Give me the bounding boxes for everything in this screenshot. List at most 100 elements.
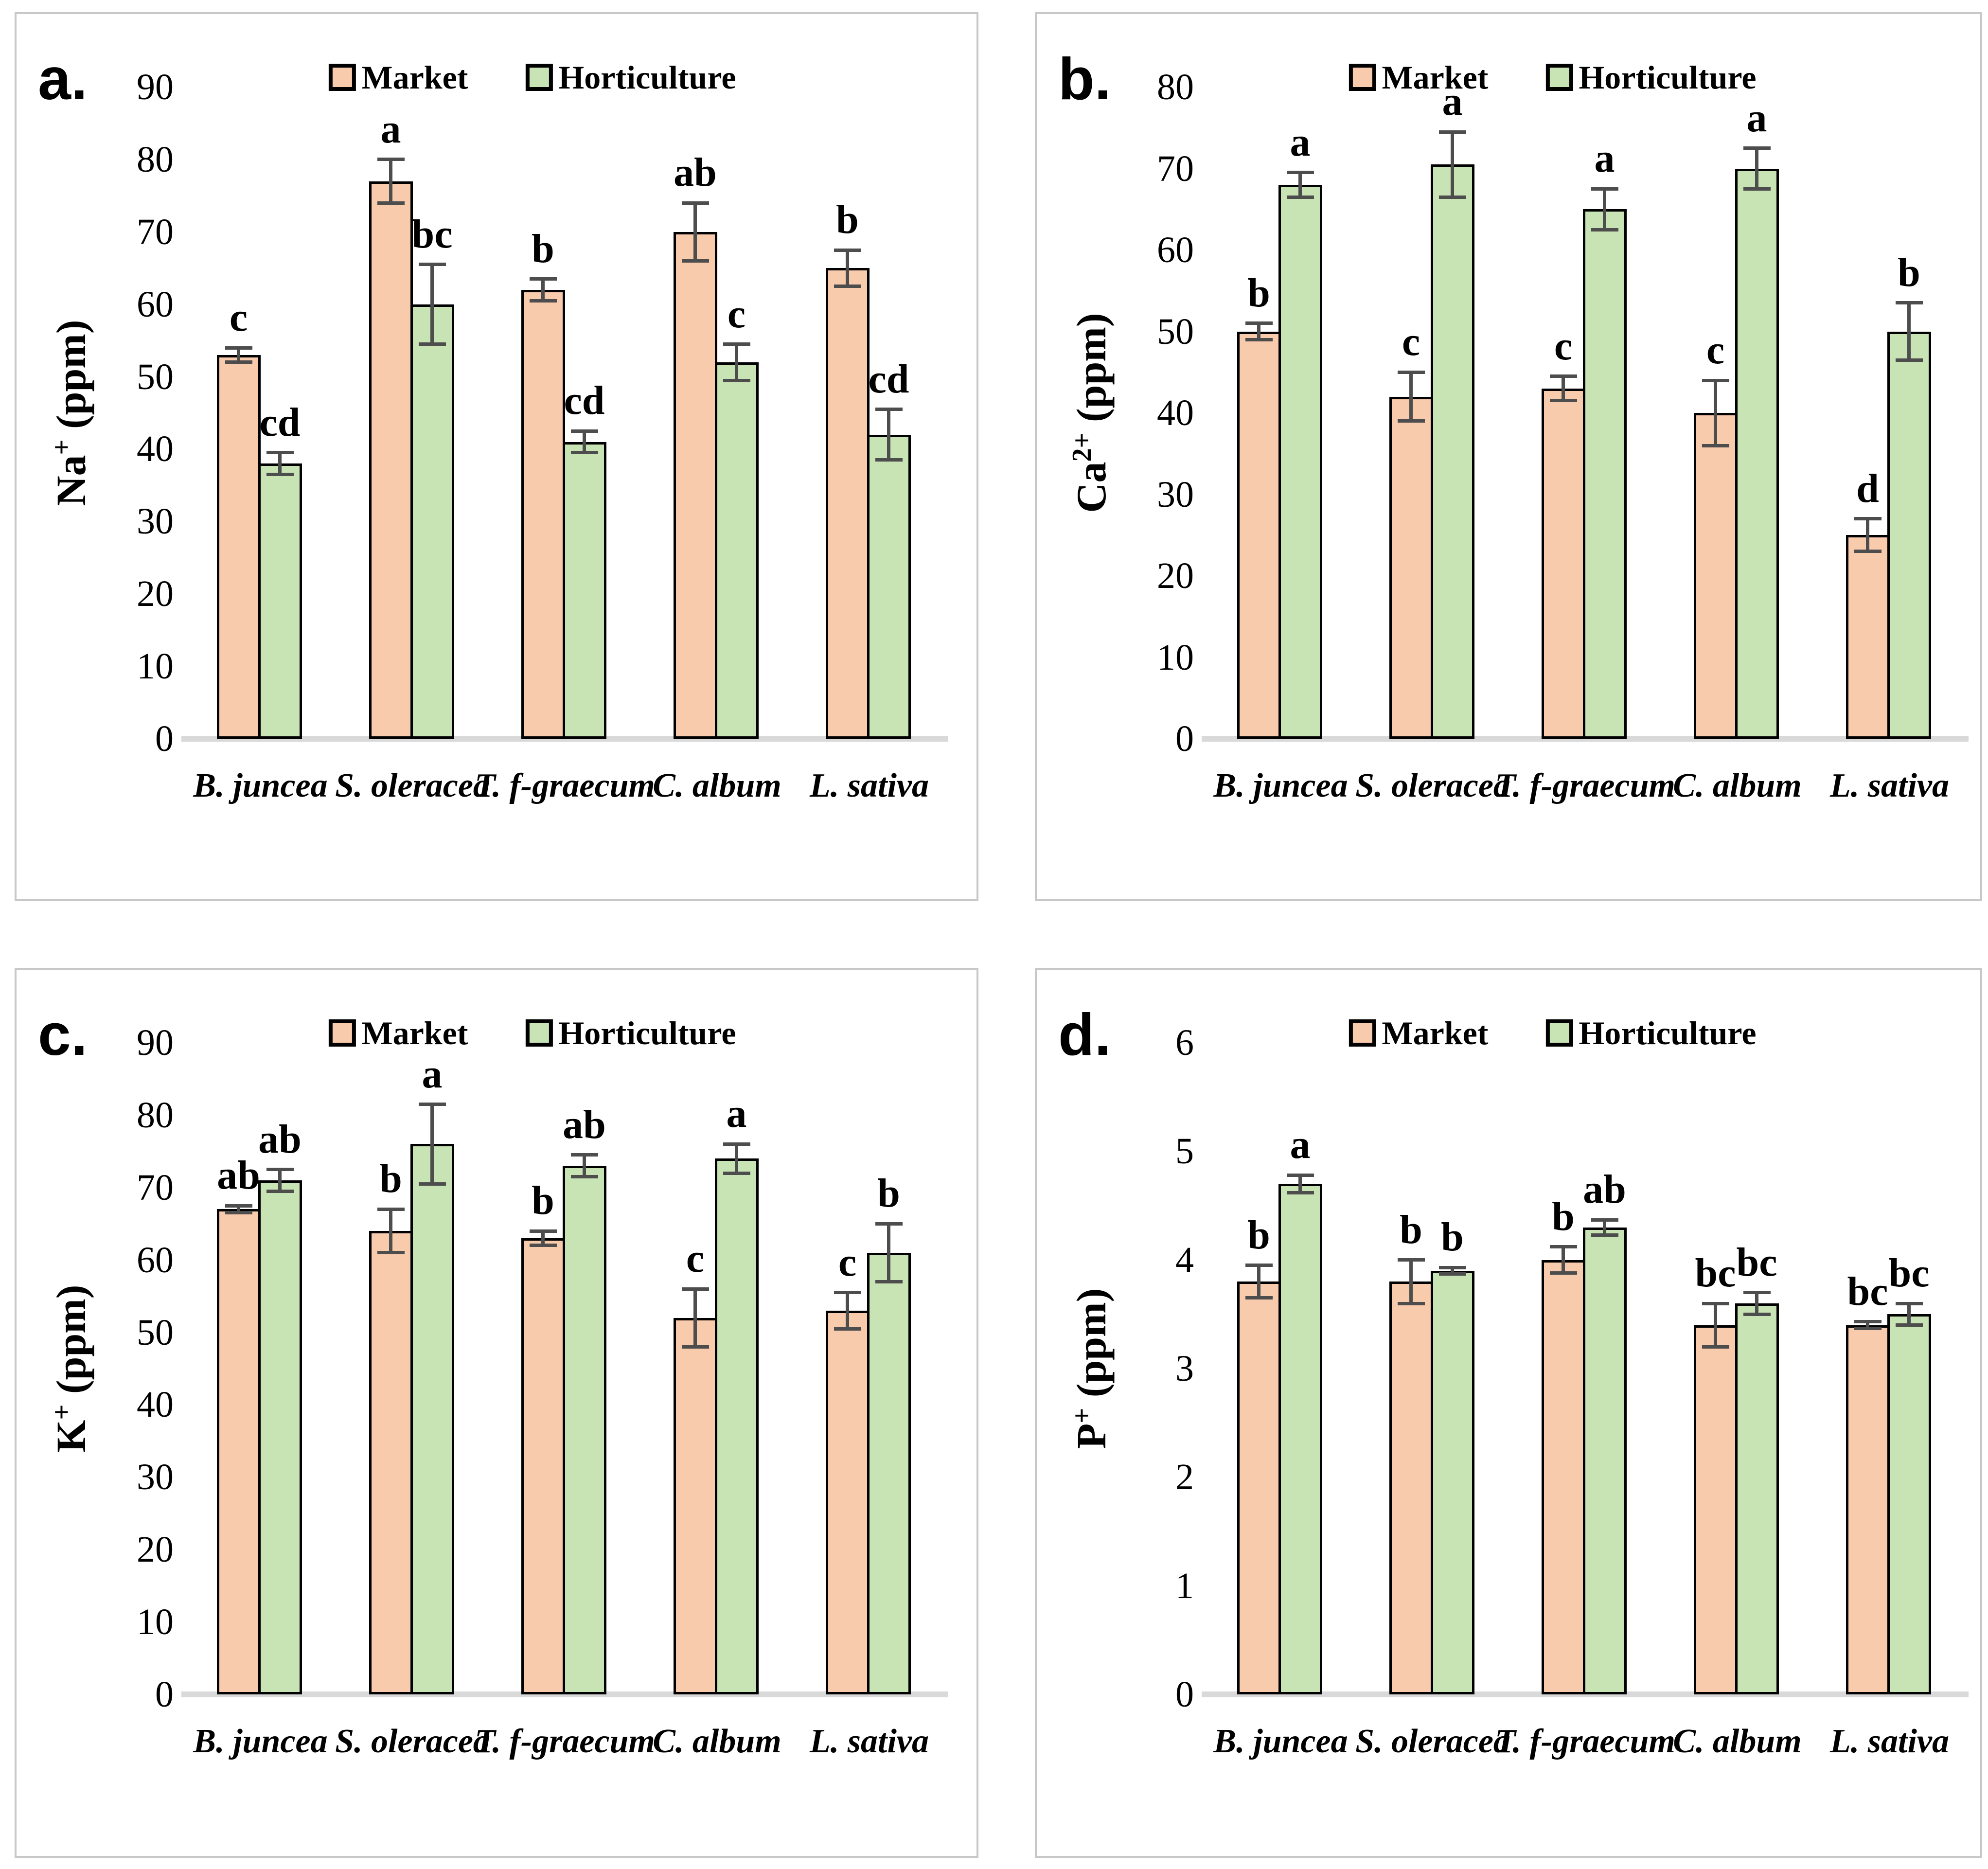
error-bar-cap-top [1895, 1301, 1923, 1305]
category-label: S. oleracea [335, 1723, 490, 1760]
legend-swatch-market [1349, 1019, 1376, 1047]
significance-letter: b [1441, 1214, 1464, 1260]
legend-swatch-market [1349, 64, 1376, 91]
significance-letter: b [1247, 1212, 1270, 1258]
error-bar-cap-top [1549, 374, 1577, 378]
bar-market-c-album [673, 1317, 717, 1694]
significance-letter: b [1247, 270, 1270, 316]
error-bar-cap-bottom [1743, 187, 1771, 191]
legend: Market Horticulture [328, 61, 736, 94]
significance-letter: cd [259, 399, 301, 445]
legend-label: Horticulture [1579, 1015, 1757, 1051]
error-bar [1257, 1265, 1260, 1298]
error-bar-cap-bottom [1397, 419, 1425, 423]
bar-market-b-juncea [216, 355, 261, 739]
error-bar-cap-bottom [1438, 195, 1466, 199]
error-bar [389, 159, 392, 203]
category-label: S. oleracea [335, 767, 490, 804]
legend-swatch-horticulture [1545, 64, 1573, 91]
error-bar-cap-top [418, 263, 446, 267]
error-bar-cap-bottom [1702, 444, 1729, 447]
error-bar [1603, 189, 1606, 230]
error-bar-cap-top [681, 1287, 709, 1291]
significance-letter: b [877, 1171, 900, 1216]
error-bar-cap-top [1591, 187, 1618, 191]
error-bar [1714, 380, 1717, 445]
y-tick-label: 20 [1157, 555, 1194, 596]
error-bar-cap-bottom [570, 451, 598, 455]
error-bar [1257, 323, 1260, 340]
error-bar [1298, 172, 1302, 197]
error-bar-cap-top [225, 1204, 252, 1208]
significance-letter: bc [1888, 1250, 1930, 1296]
bar-market-b-juncea [1237, 331, 1281, 739]
error-bar-cap-top [1854, 517, 1882, 521]
significance-letter: a [1290, 119, 1311, 165]
y-tick-label: 60 [137, 284, 174, 325]
error-bar [735, 1144, 738, 1173]
bar-market-t-f-graecum [521, 289, 565, 739]
error-bar-cap-top [1549, 1245, 1577, 1249]
significance-letter: ab [674, 150, 717, 196]
error-bar-cap-bottom [529, 299, 557, 303]
plot-area: 0 1 2 3 4 5 6 B. juncea b a S. oleracea b b T. f-grae… [1175, 1022, 1969, 1759]
error-bar-cap-bottom [377, 201, 405, 205]
y-tick-label: 40 [137, 428, 174, 470]
category-label: C. album [1673, 767, 1802, 804]
error-bar-cap-bottom [875, 458, 903, 462]
error-bar-cap-top [1591, 1218, 1618, 1222]
bar-market-l-sativa [1846, 535, 1890, 739]
error-bar-cap-bottom [834, 1327, 861, 1331]
panel-c: c. Market Horticulture K+ (ppm) 0 10 20 30 40 50 6… [15, 968, 978, 1858]
significance-letter: bc [1736, 1239, 1777, 1285]
legend: Market Horticulture [1349, 59, 1757, 96]
y-tick-label: 60 [137, 1239, 174, 1281]
y-tick-label: 30 [1157, 474, 1194, 515]
significance-letter: b [379, 1156, 402, 1202]
bar-market-t-f-graecum [1541, 1260, 1585, 1694]
y-tick-label: 90 [137, 1022, 174, 1063]
legend-label: Market [361, 59, 468, 96]
bar-horticulture-l-sativa [1887, 331, 1931, 739]
legend-swatch-horticulture [525, 64, 553, 91]
error-bar [1603, 1220, 1606, 1235]
error-bar [693, 203, 697, 261]
legend-label: Horticulture [558, 1015, 736, 1051]
error-bar-cap-bottom [377, 1251, 405, 1255]
category-label: T. f-graecum [1495, 1723, 1675, 1760]
bar-horticulture-s-oleracea [1430, 164, 1474, 739]
legend-item-horticulture: Horticulture [1545, 59, 1757, 96]
error-bar [1755, 148, 1758, 189]
significance-letter: b [532, 226, 554, 271]
error-bar-cap-bottom [834, 284, 861, 288]
significance-letter: d [1856, 465, 1879, 511]
error-bar-cap-top [529, 277, 557, 281]
error-bar-cap-top [570, 429, 598, 433]
error-bar [735, 344, 738, 380]
significance-letter: a [380, 106, 401, 152]
error-bar-cap-top [266, 451, 294, 455]
panel-b: b. Market Horticulture Ca2+ (ppm) 0 10 20 30 40 5… [1035, 12, 1982, 901]
y-tick-label: 2 [1175, 1457, 1194, 1498]
bar-market-c-album [1693, 413, 1738, 739]
significance-letter: c [727, 291, 746, 337]
y-tick-label: 1 [1175, 1565, 1194, 1606]
bar-market-t-f-graecum [1541, 388, 1585, 739]
error-bar [887, 409, 890, 460]
y-tick-label: 50 [137, 1312, 174, 1353]
y-tick-label: 20 [137, 573, 174, 615]
bar-horticulture-s-oleracea [410, 1144, 454, 1694]
category-label: C. album [1673, 1723, 1802, 1760]
error-bar-cap-bottom [1286, 1191, 1314, 1194]
error-bar-cap-top [1854, 1320, 1882, 1324]
legend: Market Horticulture [1349, 1015, 1757, 1051]
legend-label: Horticulture [1579, 59, 1757, 96]
error-bar [693, 1289, 697, 1347]
error-bar-cap-top [875, 1222, 903, 1226]
significance-letter: a [1746, 95, 1767, 141]
plot-area: 0 10 20 30 40 50 60 70 80 B. juncea b a S. oleracea c… [1157, 67, 1969, 803]
y-tick-label: 80 [137, 1094, 174, 1136]
error-bar [1562, 1246, 1565, 1273]
bar-market-c-album [673, 231, 717, 739]
plot-area: 0 10 20 30 40 50 60 70 80 90 B. juncea c cd S. olerac… [137, 67, 948, 803]
